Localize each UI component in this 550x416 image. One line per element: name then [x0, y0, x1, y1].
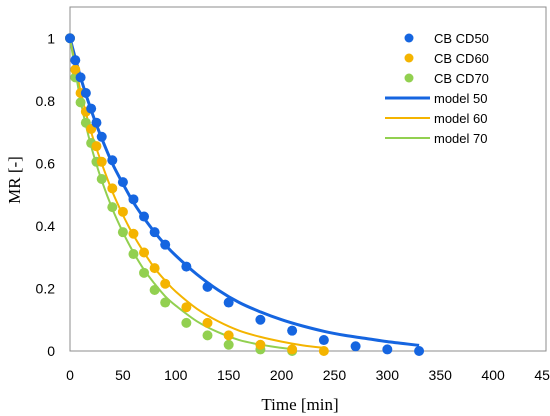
x-tick-label: 250 — [323, 367, 347, 383]
x-tick-label: 350 — [429, 367, 453, 383]
legend-label: CB CD70 — [434, 71, 489, 86]
x-tick-label: 50 — [115, 367, 131, 383]
y-tick-label: 0.4 — [36, 218, 56, 234]
legend-marker-cb-cd60 — [404, 53, 414, 63]
legend: CB CD50 CB CD60 CB CD70 model 50 model 60 mod… — [385, 31, 489, 146]
data-point-cb-cd50 — [117, 177, 128, 188]
data-point-cb-cd70 — [160, 297, 171, 308]
data-point-cb-cd50 — [382, 344, 393, 355]
data-point-cb-cd60 — [107, 183, 118, 194]
legend-label: CB CD60 — [434, 51, 489, 66]
data-point-cb-cd70 — [202, 330, 213, 341]
plot-border — [69, 6, 547, 352]
data-point-cb-cd60 — [117, 206, 128, 217]
data-point-cb-cd50 — [86, 103, 97, 114]
data-point-cb-cd60 — [91, 141, 102, 152]
data-point-cb-cd50 — [107, 155, 118, 166]
x-tick-label: 150 — [217, 367, 241, 383]
data-point-cb-cd60 — [318, 346, 329, 356]
data-point-cb-cd50 — [91, 117, 102, 128]
model-line-model-70 — [69, 38, 293, 351]
legend-label: model 70 — [434, 131, 487, 146]
x-tick-label: 300 — [376, 367, 400, 383]
data-point-cb-cd50 — [414, 346, 425, 356]
y-tick-label: 1 — [47, 30, 55, 46]
data-point-cb-cd60 — [70, 64, 81, 75]
data-point-cb-cd50 — [160, 239, 171, 250]
data-point-cb-cd50 — [96, 131, 107, 142]
data-point-cb-cd50 — [149, 227, 160, 238]
data-point-cb-cd50 — [80, 88, 91, 98]
data-point-cb-cd50 — [318, 335, 329, 346]
data-point-cb-cd70 — [139, 267, 150, 278]
data-point-cb-cd60 — [287, 344, 298, 355]
data-point-cb-cd50 — [350, 341, 361, 352]
x-tick-label: 450 — [534, 367, 550, 383]
data-point-cb-cd60 — [255, 339, 266, 350]
data-point-cb-cd50 — [139, 211, 150, 222]
y-tick-label: 0.2 — [36, 280, 56, 296]
x-tick-label: 200 — [270, 367, 294, 383]
data-point-cb-cd50 — [202, 281, 213, 292]
legend-marker-cb-cd50 — [404, 33, 414, 43]
data-point-cb-cd50 — [65, 33, 75, 44]
y-tick-label: 0.6 — [36, 155, 56, 171]
data-point-cb-cd70 — [223, 339, 234, 350]
y-tick-label: 0 — [47, 343, 55, 359]
x-tick-label: 400 — [481, 367, 505, 383]
data-point-cb-cd60 — [149, 263, 160, 274]
data-point-cb-cd50 — [75, 72, 86, 83]
data-point-cb-cd60 — [160, 278, 171, 289]
data-point-cb-cd70 — [96, 174, 107, 184]
data-point-cb-cd50 — [223, 297, 234, 308]
data-point-cb-cd60 — [181, 302, 192, 313]
legend-label: model 50 — [434, 91, 487, 106]
axis-ticks: 0 50 100 150 200 250 300 350 400 450 0 0.2 0.4 0.6 0.8… — [36, 30, 550, 383]
data-point-cb-cd70 — [128, 249, 139, 260]
data-point-cb-cd60 — [223, 330, 234, 341]
y-tick-label: 0.8 — [36, 93, 56, 109]
data-point-cb-cd70 — [181, 317, 192, 328]
data-point-cb-cd70 — [107, 202, 118, 213]
data-points — [65, 33, 425, 356]
data-point-cb-cd50 — [181, 261, 192, 272]
x-tick-label: 100 — [164, 367, 188, 383]
data-point-cb-cd60 — [128, 228, 139, 239]
legend-label: model 60 — [434, 111, 487, 126]
legend-label: CB CD50 — [434, 31, 489, 46]
data-point-cb-cd50 — [287, 325, 298, 336]
data-point-cb-cd60 — [202, 317, 213, 328]
y-axis-title: MR [-] — [5, 156, 24, 204]
x-axis-title: Time [min] — [261, 395, 338, 414]
data-point-cb-cd60 — [139, 247, 150, 258]
data-point-cb-cd70 — [149, 285, 160, 296]
data-point-cb-cd70 — [117, 227, 128, 238]
x-tick-label: 0 — [66, 367, 74, 383]
data-point-cb-cd70 — [75, 97, 86, 108]
data-point-cb-cd50 — [128, 194, 139, 205]
legend-marker-cb-cd70 — [404, 73, 414, 83]
data-point-cb-cd50 — [70, 55, 81, 66]
data-point-cb-cd60 — [96, 156, 107, 167]
data-point-cb-cd50 — [255, 314, 266, 325]
